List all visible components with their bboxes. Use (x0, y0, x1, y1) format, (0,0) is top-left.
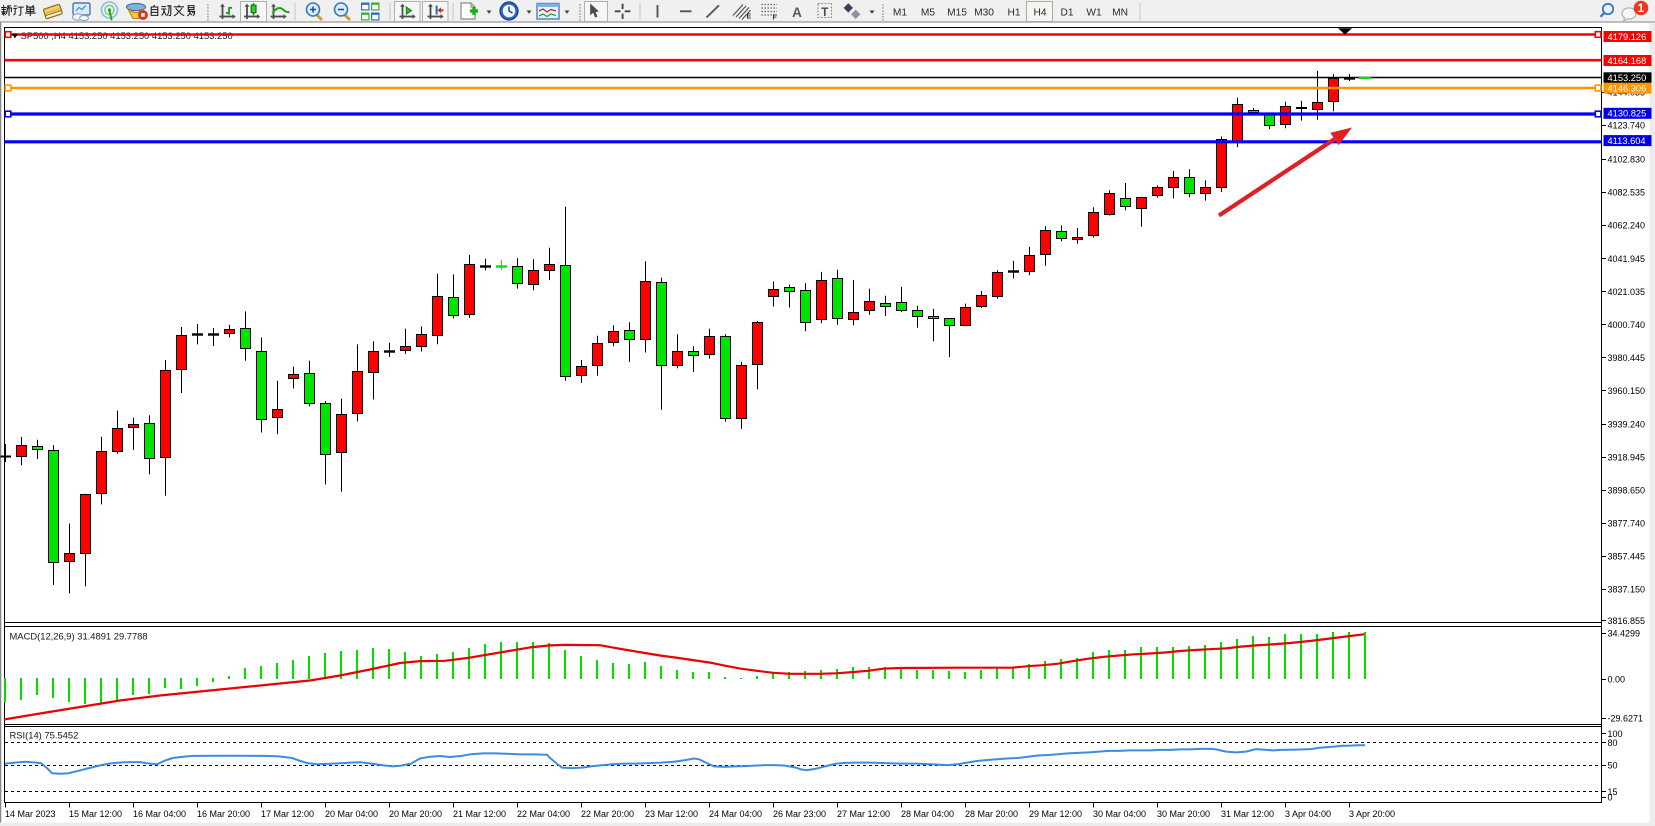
svg-text:3857.445: 3857.445 (1608, 552, 1646, 562)
svg-text:M15: M15 (947, 8, 967, 19)
svg-text:100: 100 (1608, 729, 1623, 739)
svg-text:4146.306: 4146.306 (1608, 84, 1647, 94)
svg-text:20 Mar 20:00: 20 Mar 20:00 (389, 809, 442, 819)
svg-text:28 Mar 20:00: 28 Mar 20:00 (965, 809, 1018, 819)
svg-text:RSI(14) 75.5452: RSI(14) 75.5452 (10, 729, 79, 740)
svg-text:3816.855: 3816.855 (1608, 616, 1646, 626)
svg-text:3898.650: 3898.650 (1608, 486, 1646, 496)
svg-text:30 Mar 04:00: 30 Mar 04:00 (1093, 809, 1146, 819)
svg-text:MACD(12,26,9) 31.4891 29.7788: MACD(12,26,9) 31.4891 29.7788 (10, 631, 148, 642)
svg-text:34.4299: 34.4299 (1608, 629, 1641, 639)
svg-text:E: E (747, 14, 752, 21)
svg-text:4082.535: 4082.535 (1608, 188, 1646, 198)
svg-text:80: 80 (1608, 738, 1618, 748)
svg-text:1: 1 (1638, 3, 1645, 15)
svg-text:H4: H4 (1033, 8, 1046, 19)
svg-text:22 Mar 20:00: 22 Mar 20:00 (581, 809, 634, 819)
svg-text:W1: W1 (1086, 8, 1102, 19)
svg-text:3 Apr 04:00: 3 Apr 04:00 (1285, 809, 1331, 819)
svg-text:17 Mar 12:00: 17 Mar 12:00 (261, 809, 314, 819)
svg-text:0.00: 0.00 (1608, 675, 1626, 685)
svg-text:24 Mar 04:00: 24 Mar 04:00 (709, 809, 762, 819)
svg-text:16 Mar 04:00: 16 Mar 04:00 (133, 809, 186, 819)
svg-text:D1: D1 (1060, 8, 1073, 19)
svg-text:3939.240: 3939.240 (1608, 419, 1646, 429)
svg-text:-29.6271: -29.6271 (1608, 714, 1644, 724)
svg-text:M5: M5 (921, 8, 935, 19)
svg-text:3918.945: 3918.945 (1608, 452, 1646, 462)
svg-text:4041.945: 4041.945 (1608, 254, 1646, 264)
svg-text:4123.740: 4123.740 (1608, 120, 1646, 130)
svg-text:4153.250: 4153.250 (1608, 73, 1647, 83)
svg-text:4164.168: 4164.168 (1608, 56, 1647, 66)
svg-text:15: 15 (1608, 787, 1618, 797)
svg-text:22 Mar 04:00: 22 Mar 04:00 (517, 809, 570, 819)
svg-text:0: 0 (1608, 793, 1613, 803)
svg-text:3837.150: 3837.150 (1608, 585, 1646, 595)
svg-text:4113.604: 4113.604 (1608, 136, 1646, 146)
svg-text:4179.126: 4179.126 (1608, 32, 1647, 42)
svg-text:4062.240: 4062.240 (1608, 221, 1646, 231)
svg-text:A: A (792, 5, 802, 20)
svg-text:14 Mar 2023: 14 Mar 2023 (5, 809, 56, 819)
svg-text:30 Mar 20:00: 30 Mar 20:00 (1157, 809, 1210, 819)
svg-text:3 Apr 20:00: 3 Apr 20:00 (1349, 809, 1395, 819)
svg-text:31 Mar 12:00: 31 Mar 12:00 (1221, 809, 1274, 819)
svg-text:3980.445: 3980.445 (1608, 353, 1646, 363)
svg-text:4021.035: 4021.035 (1608, 287, 1646, 297)
svg-text:16 Mar 20:00: 16 Mar 20:00 (197, 809, 250, 819)
svg-text:50: 50 (1608, 760, 1618, 770)
svg-text:4102.830: 4102.830 (1608, 155, 1646, 165)
svg-text:20 Mar 04:00: 20 Mar 04:00 (325, 809, 378, 819)
svg-text:29 Mar 12:00: 29 Mar 12:00 (1029, 809, 1082, 819)
svg-text:3877.740: 3877.740 (1608, 519, 1646, 529)
svg-text:M30: M30 (974, 8, 994, 19)
svg-text:27 Mar 12:00: 27 Mar 12:00 (837, 809, 890, 819)
svg-text:T: T (821, 7, 828, 19)
svg-text:21 Mar 12:00: 21 Mar 12:00 (453, 809, 506, 819)
svg-text:3960.150: 3960.150 (1608, 386, 1646, 396)
svg-text:23 Mar 12:00: 23 Mar 12:00 (645, 809, 698, 819)
svg-text:4130.825: 4130.825 (1608, 109, 1647, 119)
svg-text:26 Mar 23:00: 26 Mar 23:00 (773, 809, 826, 819)
svg-text:4000.740: 4000.740 (1608, 320, 1646, 330)
svg-text:MN: MN (1112, 8, 1128, 19)
svg-text:F: F (773, 15, 778, 22)
svg-text:28 Mar 04:00: 28 Mar 04:00 (901, 809, 954, 819)
svg-text:M1: M1 (893, 8, 907, 19)
svg-text:H1: H1 (1007, 8, 1020, 19)
svg-text:15 Mar 12:00: 15 Mar 12:00 (69, 809, 122, 819)
